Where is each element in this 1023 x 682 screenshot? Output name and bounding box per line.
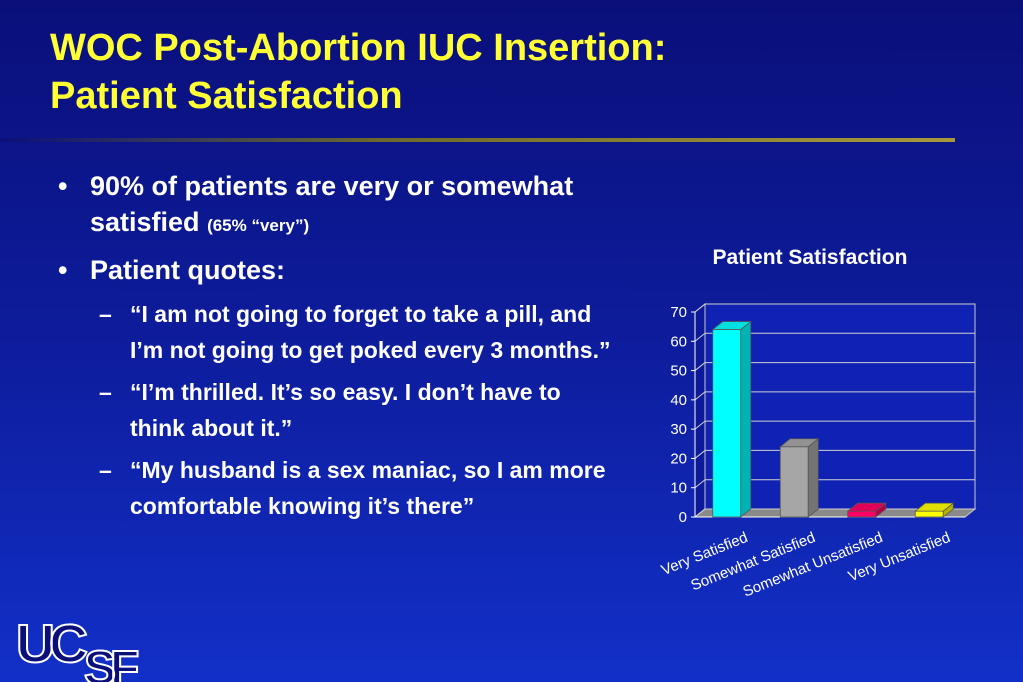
y-tick-label: 50	[670, 363, 687, 380]
gridline-side	[694, 332, 706, 342]
quote-text: “I’m thrilled. It’s so easy. I don’t hav…	[130, 379, 561, 441]
gridline-side	[694, 303, 706, 313]
bullet-dot-icon: •	[58, 171, 68, 201]
bullet-quotes-text: Patient quotes:	[90, 255, 286, 285]
bullet-satisfaction: • 90% of patients are very or somewhat s…	[58, 168, 618, 244]
title-line-1: WOC Post-Abortion IUC Insertion:	[50, 27, 667, 69]
y-tick-label: 40	[670, 392, 687, 409]
bar-top	[779, 438, 820, 448]
y-tick-label: 20	[670, 450, 687, 467]
slide-title: WOC Post-Abortion IUC Insertion: Patient…	[50, 24, 980, 120]
quote-text: “I am not going to forget to take a pill…	[130, 301, 611, 363]
bar-side	[807, 437, 819, 518]
y-tick-label: 70	[670, 304, 687, 321]
chart-title: Patient Satisfaction	[712, 246, 908, 269]
bullet-dot-icon: •	[58, 255, 68, 285]
quote-item: – “I am not going to forget to take a pi…	[58, 296, 618, 368]
gridline-side	[694, 508, 706, 518]
gridline-side	[694, 362, 706, 371]
bar	[914, 510, 944, 518]
bar	[847, 510, 877, 518]
bullet-satisfaction-note: (65% “very”)	[207, 216, 310, 235]
bar	[712, 329, 742, 518]
bar-top	[914, 502, 955, 512]
svg-text:UC: UC	[16, 614, 87, 674]
bar-side	[740, 320, 752, 518]
dash-icon: –	[99, 457, 112, 483]
plot-side-wall	[694, 302, 706, 519]
y-tick-label: 60	[670, 333, 687, 350]
quote-item: – “I’m thrilled. It’s so easy. I don’t h…	[58, 374, 618, 446]
gridline-side	[694, 420, 706, 430]
y-tick-label: 0	[679, 509, 687, 526]
dash-icon: –	[99, 301, 112, 327]
gridline-side	[694, 450, 706, 459]
bar	[779, 446, 809, 518]
bar-top	[711, 321, 752, 330]
gridline-side	[694, 391, 706, 401]
y-tick-label: 30	[670, 421, 687, 438]
quote-text: “My husband is a sex maniac, so I am mor…	[130, 457, 606, 519]
bullet-satisfaction-text: 90% of patients are very or somewhat sat…	[90, 171, 574, 237]
bullet-quotes: • Patient quotes:	[58, 252, 618, 288]
title-divider	[0, 138, 955, 142]
gridline-side	[694, 479, 706, 489]
dash-icon: –	[99, 379, 112, 405]
svg-text:SF: SF	[84, 642, 138, 682]
quote-item: – “My husband is a sex maniac, so I am m…	[58, 452, 618, 524]
title-line-2: Patient Satisfaction	[50, 75, 403, 117]
bullet-list: • 90% of patients are very or somewhat s…	[58, 168, 618, 530]
ucsf-logo: UC SF	[15, 613, 145, 682]
y-tick-label: 10	[670, 480, 687, 497]
bar-top	[846, 502, 887, 512]
